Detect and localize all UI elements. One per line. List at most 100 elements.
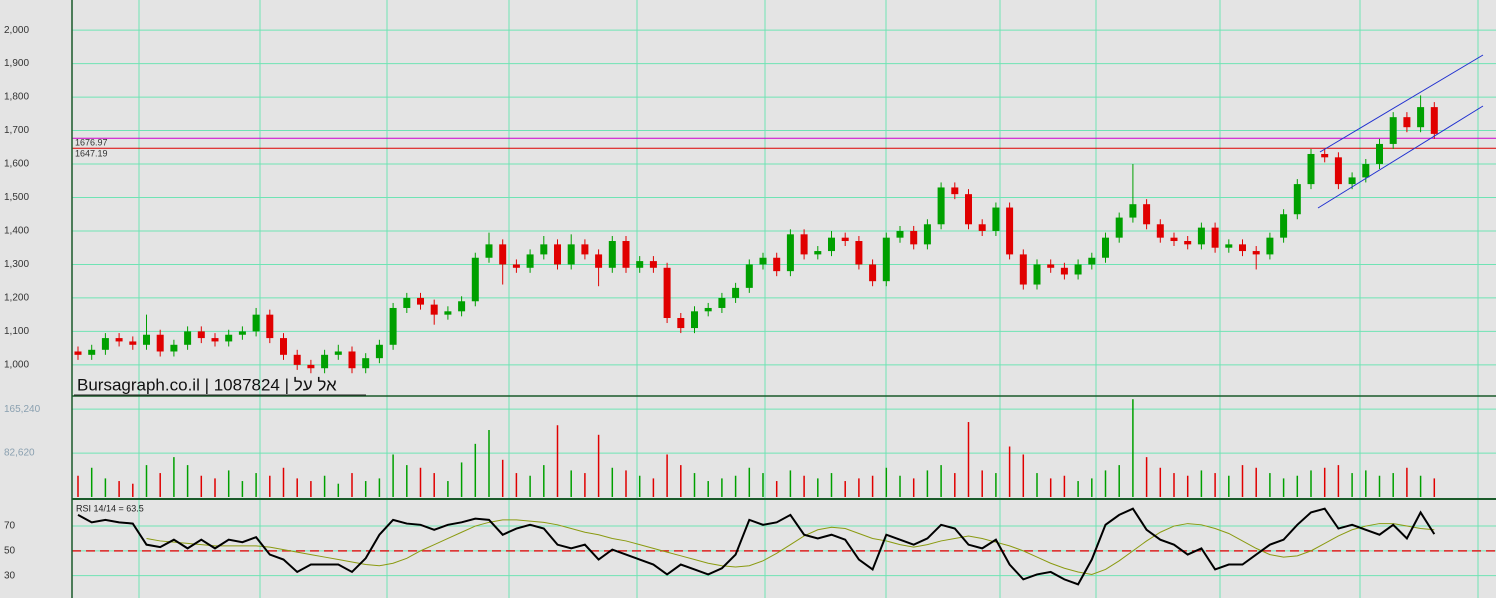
candle-body [334,351,342,355]
volume-bar [90,467,93,497]
candle-body [458,301,466,312]
candle-body [567,244,575,265]
volume-bar [967,422,970,497]
volume-bar [844,481,846,497]
volume-bar [1392,473,1394,497]
volume-bar [734,475,737,497]
volume-bar [940,465,942,497]
volume-bar [1036,473,1038,497]
candle-body [485,244,493,258]
volume-bar [1433,478,1436,497]
candle-body [923,224,931,245]
volume-bar [830,473,833,497]
candle-body [965,194,972,225]
price-level-label: 1647.19 [75,149,108,159]
volume-bar [1323,467,1326,497]
volume-bar [488,430,490,497]
y-tick-label: 1,800 [4,92,29,103]
candle-body [1266,237,1274,255]
volume-bar [666,454,668,497]
candle-body [1156,224,1164,238]
volume-bar [693,473,696,497]
volume-bar [1159,467,1162,497]
y-tick-label: 1,900 [4,58,29,69]
volume-bar [1049,478,1052,497]
volume-bar [159,473,161,497]
volume-bar [241,481,244,497]
volume-bar [200,475,203,497]
volume-bar [1063,475,1066,497]
candle-body [745,264,753,288]
candle-body [1225,244,1233,248]
volume-bar [1351,473,1353,497]
candle-body [1060,267,1068,275]
volume-bar [1022,454,1025,497]
volume-bar [625,470,627,497]
volume-bar [1241,465,1244,497]
candle-body [910,230,918,245]
watermark: Bursagraph.co.il | 1087824 | אל על [77,375,337,394]
candle-body [1197,227,1205,245]
volume-bar [1200,470,1203,497]
volume-bar [570,470,572,497]
candle-body [499,244,507,265]
volume-bar [118,481,120,497]
candle-body [1389,117,1397,144]
volume-bar [858,478,860,497]
candle-body [1115,217,1123,238]
candle-body [1280,214,1288,238]
volume-bar [652,478,655,497]
candle-body [197,331,205,339]
candle-body [280,338,287,355]
y-tick-label: 165,240 [4,404,41,415]
candle-body [156,334,164,352]
volume-bar [1008,446,1011,497]
candle-body [184,331,192,345]
candle-body [225,334,233,342]
candle-body [608,241,616,268]
volume-bar [543,465,545,497]
y-tick-label: 1,500 [4,192,29,203]
candle-body [622,241,630,268]
candle-body [882,237,890,282]
volume-bar [1091,478,1093,497]
volume-bar [1378,475,1381,497]
candle-body [1211,227,1219,248]
volume-bar [392,454,394,497]
candle-body [266,314,274,339]
candle-body [677,318,685,329]
candle-body [855,241,863,265]
volume-bar [995,473,997,497]
volume-bar [1145,457,1148,497]
volume-bar [817,478,819,497]
volume-bar [173,457,175,497]
volume-bar [337,483,340,497]
volume-bar [871,475,874,497]
volume-bar [351,473,353,497]
candle-body [992,207,1000,231]
candle-body [115,338,123,342]
candle-body [1403,117,1411,128]
volume-bar [1186,475,1189,497]
candle-body [1362,164,1370,178]
channel-line [1317,105,1484,209]
candle-body [1102,237,1109,258]
candle-body [1143,204,1151,225]
volume-bar [1282,478,1285,497]
price-level-label: 1676.97 [75,138,108,148]
volume-bar [310,481,312,497]
volume-bar [364,481,367,497]
rsi-line [77,507,1436,586]
volume-bar [323,475,326,497]
y-tick-label: 30 [4,570,16,581]
volume-bar [1419,475,1422,497]
candle-body [211,338,219,342]
candle-body [1348,177,1356,185]
volume-bar [584,473,586,497]
y-tick-label: 82,620 [4,448,35,459]
candle-body [896,230,904,238]
volume-bar [1104,470,1107,497]
volume-bar [145,465,148,497]
volume-bar [296,478,298,497]
candle-body [595,254,603,268]
